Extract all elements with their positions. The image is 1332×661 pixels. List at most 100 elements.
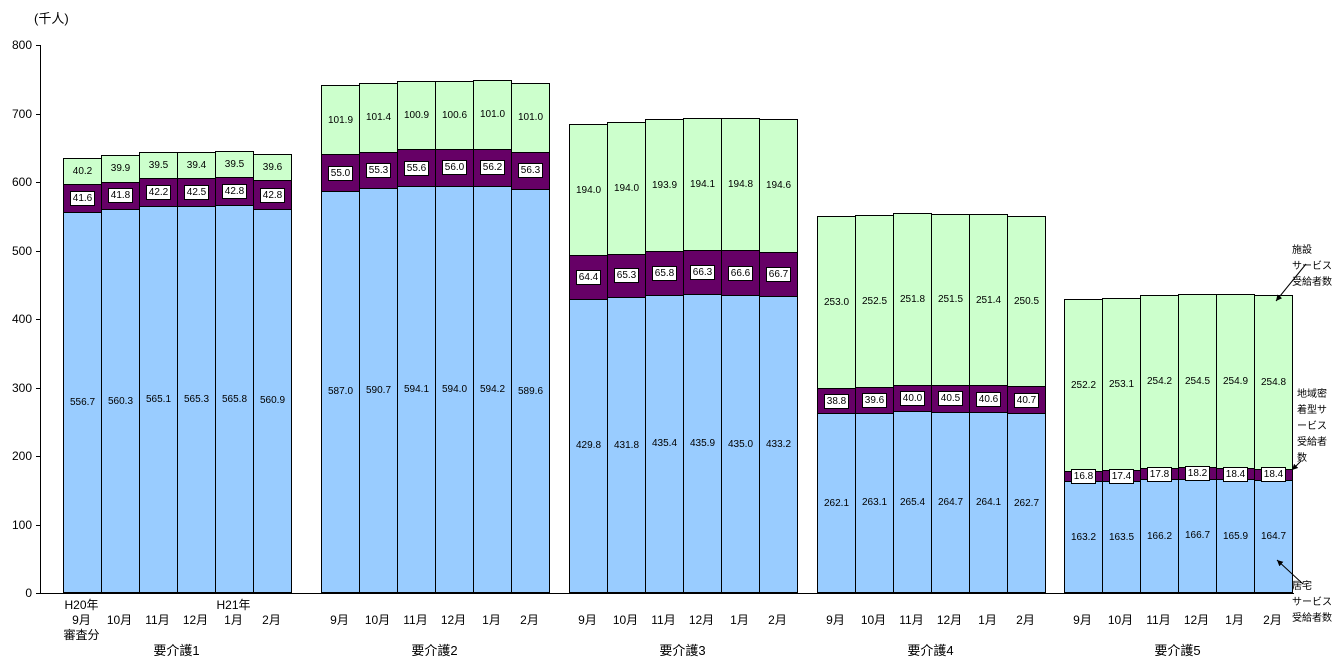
month-label: 10月 [364,613,391,627]
month-label: 1月 [224,613,243,627]
segment-value-label: 587.0 [327,386,354,398]
bar-segment-facility: 101.9 [321,85,360,156]
bar: 101.0 56.2 594.2 [473,80,512,593]
bar-segment-facility: 252.5 [855,214,894,388]
bar-segment-home: 166.2 [1140,479,1179,593]
era-label-h21: H21年 [216,598,251,612]
bar-segment-facility: 194.6 [759,119,798,253]
segment-value-label: 40.2 [72,165,93,177]
bar: 39.9 41.8 560.3 [101,155,140,593]
segment-value-label: 194.6 [765,180,792,192]
segment-value-label: 56.0 [441,160,468,176]
bar-segment-home: 262.7 [1007,413,1046,593]
bar-segment-facility: 254.2 [1140,294,1179,469]
bar-segment-community: 55.0 [321,154,360,192]
bar-segment-community: 56.3 [511,151,550,191]
bar-segment-community: 38.8 [817,387,856,415]
bar-segment-community: 40.0 [893,384,932,413]
bar-segment-home: 594.1 [397,186,436,593]
bar-segment-facility: 100.6 [435,80,474,150]
segment-value-label: 560.9 [259,395,286,407]
month-label: 11月 [403,613,428,627]
segment-value-label: 262.7 [1013,497,1040,509]
bar-segment-facility: 194.0 [607,121,646,255]
y-axis-tick [36,182,40,183]
y-axis-tick-label: 300 [11,380,32,395]
y-axis-tick [36,593,40,594]
bar-segment-home: 264.1 [969,412,1008,593]
month-label: 10月 [860,613,887,627]
bar: 194.8 66.6 435.0 [721,117,760,593]
y-axis-tick-label: 100 [11,517,32,532]
y-axis-tick-label: 400 [11,312,32,326]
bar-segment-home: 565.3 [177,205,216,593]
bar: 254.2 17.8 166.2 [1140,294,1179,593]
month-label: 2月 [1263,613,1282,627]
bar-segment-home: 435.9 [683,294,722,593]
bar: 100.6 56.0 594.0 [435,80,474,593]
bar-segment-community: 56.0 [435,148,474,188]
bar-segment-home: 265.4 [893,411,932,593]
bar-segment-home: 164.7 [1254,480,1293,593]
era-label-h20: H20年 [64,598,99,612]
bar-segment-community: 18.2 [1178,466,1217,482]
segment-value-label: 55.0 [327,165,354,181]
segment-value-label: 250.5 [1013,295,1040,307]
segment-value-label: 433.2 [765,439,792,451]
month-label: 9月 [330,613,349,627]
segment-value-label: 254.5 [1184,375,1211,387]
segment-value-label: 42.2 [145,184,172,200]
segment-value-label: 17.8 [1146,466,1173,482]
bar-segment-community: 42.2 [139,178,178,207]
group-label: 要介護3 [659,643,706,658]
segment-value-label: 164.7 [1260,531,1287,543]
segment-value-label: 163.2 [1070,531,1097,543]
bar-segment-community: 41.8 [101,181,140,211]
bar-segment-facility: 193.9 [645,118,684,252]
y-axis-tick [36,387,40,389]
bar-segment-facility: 101.0 [511,83,550,153]
y-axis-tick [36,113,40,115]
segment-value-label: 18.4 [1222,466,1249,482]
month-label: 12月 [182,613,209,627]
bar-segment-home: 263.1 [855,412,894,593]
segment-value-label: 263.1 [861,497,888,509]
bar: 251.8 40.0 265.4 [893,213,932,593]
month-label: 2月 [520,613,539,627]
month-label: 12月 [936,613,963,627]
month-label: 1月 [1225,613,1244,627]
group-label: 要介護5 [1154,643,1201,658]
bar-segment-home: 556.7 [63,211,102,593]
segment-value-label: 40.0 [899,391,926,406]
bar-segment-facility: 250.5 [1007,215,1046,388]
bar-segment-community: 66.3 [683,250,722,296]
bar-segment-community: 55.6 [397,148,436,188]
y-axis-tick [36,524,40,526]
bar-segment-facility: 39.6 [253,154,292,182]
month-label: 11月 [1146,613,1171,627]
segment-value-label: 66.3 [689,265,716,281]
segment-value-label: 194.0 [613,182,640,194]
y-axis-tick-label: 500 [11,243,32,258]
segment-value-label: 565.1 [145,393,172,405]
month-label: 2月 [768,613,787,627]
segment-value-label: 38.8 [823,393,850,409]
segment-value-label: 253.0 [823,296,850,308]
segment-value-label: 66.7 [765,266,792,282]
bar-segment-community: 40.7 [1007,386,1046,415]
bar-segment-facility: 253.0 [817,215,856,389]
bar-segment-facility: 194.1 [683,118,722,252]
month-label: 11月 [145,613,170,627]
segment-value-label: 166.7 [1184,530,1211,542]
segment-value-label: 251.4 [975,294,1002,306]
bar-segment-facility: 252.2 [1064,298,1103,472]
segment-value-label: 435.0 [727,438,754,450]
bar: 252.2 16.8 163.2 [1064,298,1103,593]
segment-value-label: 101.9 [327,114,354,126]
bar-segment-community: 40.5 [931,384,970,413]
segment-value-label: 251.8 [899,294,926,306]
bar-segment-facility: 39.5 [139,151,178,180]
bar: 254.5 18.2 166.7 [1178,294,1217,593]
bar-segment-facility: 254.8 [1254,295,1293,470]
